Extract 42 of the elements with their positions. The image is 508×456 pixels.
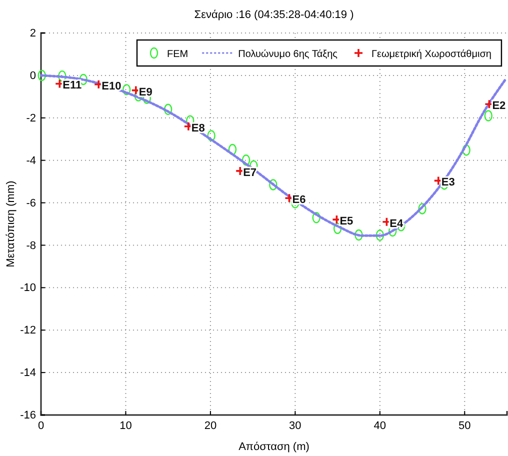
legend-label: Γεωμετρική Χωροστάθμιση <box>372 49 492 60</box>
annotation: E10 <box>102 80 122 92</box>
y-tick-label: 2 <box>30 28 36 40</box>
y-tick-label: -4 <box>26 154 36 167</box>
point <box>484 110 492 122</box>
y-tick-label: -12 <box>20 324 36 337</box>
y-tick-label: -2 <box>26 112 36 124</box>
y-tick-label: -8 <box>26 240 36 252</box>
point <box>418 203 426 214</box>
point <box>164 104 172 115</box>
annotation: E11 <box>62 80 82 92</box>
annotation: E7 <box>243 166 257 179</box>
point <box>312 212 320 224</box>
annotation: E2 <box>492 100 506 112</box>
y-tick-label: -14 <box>20 367 36 380</box>
x-tick-label: 20 <box>204 420 217 432</box>
point <box>38 70 46 82</box>
point <box>333 222 342 234</box>
legend-label: FEM <box>167 49 188 60</box>
annotation: E8 <box>191 122 205 134</box>
y-tick-label: 0 <box>30 70 36 82</box>
x-axis-title: Απόσταση (m) <box>238 441 310 453</box>
point <box>354 229 363 241</box>
x-tick-label: 40 <box>374 420 386 432</box>
x-tick-label: 0 <box>38 420 44 432</box>
x-tick-label: 30 <box>289 420 302 432</box>
chart-title: Σενάριο :16 (04:35:28-04:40:19 ) <box>194 9 354 21</box>
point <box>122 84 131 96</box>
x-tick-label: 50 <box>458 420 471 432</box>
legend-label: Πολυώνυμο 6ης Τάξης <box>238 49 338 60</box>
point <box>242 154 250 166</box>
y-tick-label: -6 <box>26 197 36 210</box>
x-tick-label: 10 <box>120 420 132 432</box>
annotation: E5 <box>340 216 354 228</box>
point <box>462 144 470 156</box>
y-tick-label: -16 <box>20 410 36 422</box>
point <box>58 70 66 82</box>
y-tick-label: -10 <box>20 282 36 294</box>
point <box>207 130 216 142</box>
point <box>269 179 278 190</box>
point <box>376 230 384 241</box>
y-axis-title: Μετατόπιση (mm) <box>5 180 17 268</box>
